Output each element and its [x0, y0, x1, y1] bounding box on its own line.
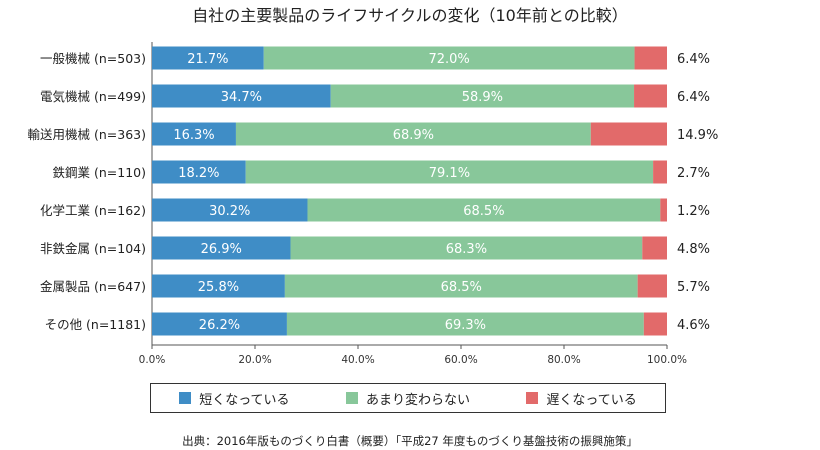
bar-segment-long	[653, 160, 667, 184]
bar-segment-same	[330, 84, 635, 108]
legend-label-same: あまり変わらない	[365, 392, 470, 408]
bar-segment-short	[152, 84, 331, 108]
data-label: 26.9%	[201, 242, 242, 257]
bar-segment-same	[286, 312, 644, 336]
legend: 短くなっている あまり変わらない 遅くなっている	[150, 383, 666, 413]
category-label: 電気機械 (n=499)	[40, 89, 146, 104]
data-label: 21.7%	[187, 52, 228, 67]
x-tick-label: 20.0%	[238, 354, 271, 366]
data-label: 16.3%	[173, 128, 214, 143]
data-label: 6.4%	[677, 52, 710, 67]
bar-segment-long	[642, 236, 667, 260]
legend-item-long: 遅くなっている	[526, 389, 637, 408]
data-label: 79.1%	[429, 166, 470, 181]
source-note: 出典：2016年版ものづくり白書（概要）「平成27 年度ものづくり基盤技術の振興…	[182, 434, 638, 448]
bar-segment-long	[590, 122, 667, 146]
bar-segment-same	[290, 236, 643, 260]
data-label: 5.7%	[677, 280, 710, 295]
bar-segment-short	[152, 312, 287, 336]
x-tick-label: 40.0%	[341, 354, 374, 366]
data-label: 72.0%	[428, 52, 469, 67]
chart-title: 自社の主要製品のライフサイクルの変化（10年前との比較）	[192, 6, 627, 25]
category-label: 非鉄金属 (n=104)	[40, 241, 146, 256]
data-label: 1.2%	[677, 204, 710, 219]
bar-segment-short	[152, 274, 285, 298]
x-tick-label: 80.0%	[547, 354, 580, 366]
data-label: 34.7%	[221, 90, 262, 105]
bar-segment-long	[634, 84, 667, 108]
legend-swatch-short	[179, 392, 192, 404]
bar-segment-short	[152, 198, 308, 222]
bar-segment-long	[660, 198, 667, 222]
data-label: 2.7%	[677, 166, 710, 181]
data-label: 30.2%	[209, 204, 250, 219]
legend-swatch-long	[526, 392, 539, 404]
bar-segment-same	[245, 160, 654, 184]
bar-segment-short	[152, 160, 246, 184]
data-label: 69.3%	[445, 318, 486, 333]
bar-segment-long	[637, 274, 667, 298]
data-label: 18.2%	[178, 166, 219, 181]
data-label: 68.5%	[463, 204, 504, 219]
category-label: 鉄鋼業 (n=110)	[53, 165, 146, 180]
legend-swatch-same	[345, 392, 358, 404]
category-label: 化学工業 (n=162)	[40, 203, 146, 218]
data-label: 4.8%	[677, 242, 710, 257]
data-label: 6.4%	[677, 90, 710, 105]
bar-segment-same	[307, 198, 661, 222]
legend-label-short: 短くなっている	[199, 392, 290, 408]
bar-segment-same	[263, 46, 635, 70]
data-label: 68.5%	[441, 280, 482, 295]
legend-item-same: あまり変わらない	[345, 389, 470, 408]
data-label: 25.8%	[198, 280, 239, 295]
bar-segment-long	[643, 312, 667, 336]
category-label: 一般機械 (n=503)	[40, 51, 146, 66]
x-tick-label: 0.0%	[139, 354, 166, 366]
data-label: 58.9%	[462, 90, 503, 105]
data-label: 14.9%	[677, 128, 718, 143]
bar-segment-long	[634, 46, 667, 70]
legend-item-short: 短くなっている	[179, 389, 290, 408]
x-tick-label: 100.0%	[647, 354, 687, 366]
data-label: 4.6%	[677, 318, 710, 333]
legend-label-long: 遅くなっている	[546, 392, 637, 408]
x-tick-label: 60.0%	[444, 354, 477, 366]
data-label: 26.2%	[199, 318, 240, 333]
category-label: 金属製品 (n=647)	[40, 279, 146, 294]
category-label: その他 (n=1181)	[45, 317, 146, 332]
category-label: 輸送用機械 (n=363)	[28, 127, 146, 142]
bar-segment-same	[284, 274, 638, 298]
bar-segment-same	[235, 122, 591, 146]
bar-segment-short	[152, 236, 291, 260]
bar-segment-short	[152, 46, 264, 70]
data-label: 68.3%	[446, 242, 487, 257]
bar-segment-short	[152, 122, 236, 146]
data-label: 68.9%	[393, 128, 434, 143]
